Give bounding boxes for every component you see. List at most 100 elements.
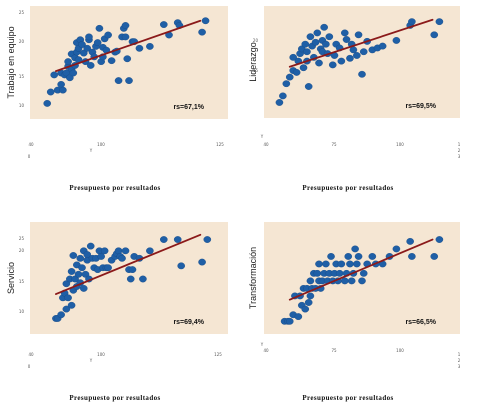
x-tick-label: 75	[331, 348, 337, 353]
data-point	[353, 52, 361, 59]
data-point	[126, 275, 135, 283]
data-point	[301, 40, 310, 48]
x-tick-label: 125	[214, 352, 222, 357]
data-point	[69, 69, 78, 77]
data-point	[430, 31, 439, 39]
y-tick-label: 25	[19, 236, 25, 241]
y-axis-label: Liderazgo	[248, 42, 258, 82]
trend-line	[55, 19, 202, 72]
data-point	[67, 268, 76, 275]
data-point	[128, 266, 137, 273]
y-tick-label: 20	[19, 248, 25, 253]
y-tick-label: 15	[19, 279, 25, 284]
data-point	[203, 236, 212, 243]
x-tick-label: 100	[396, 348, 404, 353]
data-point	[289, 53, 298, 61]
data-point	[285, 73, 294, 81]
trend-line	[55, 233, 202, 295]
correlation-annotation: rs=67,1%	[173, 104, 204, 111]
data-point	[57, 81, 65, 88]
x-tick-label: 0	[28, 154, 31, 159]
plot-background	[30, 6, 228, 119]
data-point	[104, 31, 112, 39]
data-point	[118, 254, 126, 262]
data-point	[304, 83, 313, 90]
data-point	[328, 61, 337, 69]
correlation-annotation: rs=69,4%	[173, 319, 204, 326]
correlation-annotation: rs=69,5%	[405, 103, 436, 110]
y-tick-label: 25	[19, 10, 25, 15]
data-point	[173, 236, 182, 243]
trend-line	[288, 18, 434, 68]
data-point	[83, 44, 92, 52]
x-tick-label: 0	[28, 364, 31, 369]
y-tick-label: 10	[19, 103, 25, 108]
data-point	[107, 57, 116, 65]
data-point	[430, 253, 439, 260]
data-point	[198, 258, 206, 266]
data-point	[74, 270, 83, 278]
y-tick-label: 10	[19, 309, 25, 314]
trend-line	[288, 238, 434, 301]
x-tick-label: 2	[458, 358, 461, 363]
data-point	[311, 38, 320, 46]
x-tick-label: 3	[458, 154, 461, 159]
data-point	[177, 262, 185, 270]
data-point	[378, 42, 387, 50]
data-point	[95, 24, 104, 32]
data-point	[408, 18, 416, 26]
data-point	[125, 77, 133, 85]
data-point	[69, 252, 78, 259]
data-point	[139, 275, 147, 283]
data-point	[315, 260, 323, 268]
x-tick-label: Y	[89, 358, 93, 363]
data-point	[78, 41, 86, 48]
y-tick-label: 20	[19, 39, 25, 44]
x-axis-label: Presupuesto por resultados	[302, 394, 393, 402]
data-point	[100, 247, 109, 255]
data-point	[340, 29, 349, 37]
data-point	[359, 48, 368, 56]
x-tick-label: 125	[216, 142, 224, 147]
data-point	[306, 33, 315, 41]
data-point	[50, 71, 58, 79]
x-tick-label: 100	[97, 352, 105, 357]
data-point	[354, 31, 363, 39]
data-point	[346, 54, 354, 62]
data-point	[67, 301, 76, 309]
data-point	[349, 46, 358, 54]
data-point	[114, 77, 123, 85]
data-point	[435, 236, 444, 243]
data-point	[275, 99, 284, 106]
plot-background	[264, 6, 460, 118]
x-tick-label: 100	[97, 142, 105, 147]
data-point	[303, 48, 311, 56]
y-axis-label: Servicio	[6, 262, 16, 294]
data-point	[335, 269, 344, 277]
data-point	[304, 299, 313, 306]
data-point	[146, 247, 154, 255]
data-point	[78, 264, 86, 272]
chart-panel-4: 40 75 100 123 Yrs=66,5% Transformación Presupu…	[248, 222, 461, 402]
data-point	[97, 253, 105, 260]
data-point	[159, 236, 168, 243]
data-point	[62, 305, 71, 313]
x-axis-label: Presupuesto por resultados	[69, 184, 160, 192]
correlation-annotation: rs=66,5%	[405, 319, 436, 326]
data-point	[79, 284, 88, 292]
data-point	[325, 33, 334, 41]
data-point	[301, 305, 310, 313]
x-tick-label: 3	[458, 364, 461, 369]
data-point	[299, 64, 308, 72]
data-point	[406, 237, 414, 245]
x-tick-label: Y	[260, 134, 264, 139]
data-point	[346, 260, 354, 268]
data-point	[359, 269, 368, 277]
x-tick-label: 40	[28, 352, 34, 357]
data-point	[86, 242, 95, 250]
data-point	[59, 86, 67, 94]
data-point	[121, 33, 130, 41]
data-point	[85, 33, 93, 41]
data-point	[408, 253, 416, 260]
x-tick-label: 1	[458, 142, 461, 147]
